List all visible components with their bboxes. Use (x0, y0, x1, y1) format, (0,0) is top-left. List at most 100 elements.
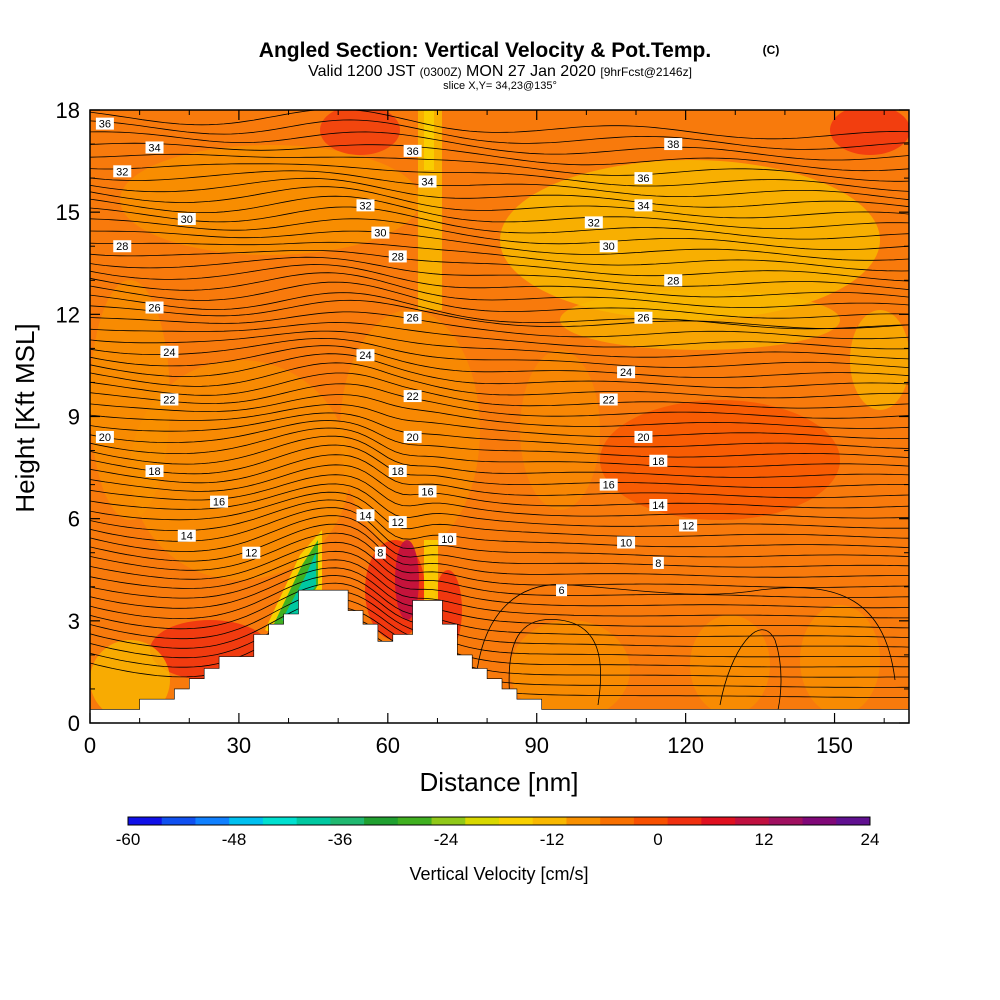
theta-label-bg (371, 226, 390, 239)
theta-label-text: 32 (359, 200, 371, 212)
theta-label-text: 26 (407, 313, 419, 325)
theta-label-text: 16 (213, 497, 225, 509)
theta-label-bg (356, 349, 375, 362)
theta-label: 36 (403, 144, 422, 158)
theta-label-text: 22 (163, 394, 175, 406)
colorbar-tick-label: 12 (755, 830, 774, 849)
theta-label-bg (403, 390, 422, 403)
theta-label-bg (418, 485, 437, 498)
colorbar-swatch (667, 817, 702, 825)
theta-label: 12 (388, 516, 407, 529)
theta-label-text: 30 (181, 214, 193, 226)
isentrope-line (90, 153, 909, 182)
theta-label-bg (649, 454, 668, 467)
theta-label: 28 (664, 274, 683, 287)
theta-label-text: 26 (148, 303, 160, 315)
theta-label-text: 12 (245, 548, 257, 560)
isentrope-line (90, 330, 909, 360)
isentrope-line (90, 311, 909, 340)
theta-label-text: 8 (655, 558, 661, 570)
theta-label: 34 (418, 175, 437, 189)
theta-label: 8 (374, 546, 386, 560)
y-tick-label: 12 (56, 302, 80, 327)
isentrope-line (90, 206, 909, 240)
theta-label: 36 (95, 117, 114, 131)
theta-label: 24 (356, 349, 375, 362)
isentrope-line (90, 454, 909, 499)
isentrope-line (90, 444, 909, 488)
colorbar-swatch (364, 817, 399, 825)
theta-label: 30 (177, 212, 196, 226)
colorbar-swatch (600, 817, 635, 825)
theta-label-text: 34 (148, 142, 160, 154)
theta-label-bg (145, 301, 164, 314)
theta-label-text: 34 (421, 177, 433, 189)
theta-label-bg (649, 499, 668, 512)
isentrope-line (90, 420, 909, 458)
x-tick-label: 60 (376, 733, 400, 758)
theta-label: 28 (388, 250, 407, 263)
theta-label: 18 (388, 464, 407, 478)
isentrope-line (90, 163, 909, 192)
colorbar-swatch (229, 817, 264, 825)
theta-label-text: 22 (603, 394, 615, 406)
theta-label: 24 (617, 366, 636, 379)
theta-label: 22 (403, 390, 422, 403)
theta-label: 16 (599, 478, 618, 492)
theta-label-bg (599, 240, 618, 253)
theta-label-bg (160, 345, 179, 358)
theta-label-text: 10 (620, 538, 632, 550)
theta-label: 26 (403, 311, 422, 325)
isentrope-line (90, 412, 909, 449)
theta-label: 26 (634, 311, 653, 325)
isentrope-line (90, 119, 909, 150)
y-tick-label: 0 (68, 711, 80, 736)
theta-label-bg (679, 519, 698, 532)
theta-label-text: 8 (377, 548, 383, 560)
isentrope-line (90, 559, 909, 619)
colorbar-swatch (431, 817, 466, 825)
colorbar-swatch (262, 817, 298, 825)
y-tick-label: 9 (68, 405, 80, 430)
theta-label-bg (210, 495, 229, 508)
theta-label: 14 (649, 499, 668, 512)
colorbar-swatch (161, 817, 196, 825)
isentrope-line (90, 550, 909, 609)
colorbar-swatch (499, 817, 534, 825)
theta-label-bg (113, 240, 132, 253)
theta-label-text: 6 (558, 585, 564, 597)
colorbar-swatch (195, 817, 230, 825)
theta-label: 24 (160, 345, 179, 359)
theta-label-bg (388, 250, 407, 263)
theta-label-text: 36 (407, 146, 419, 158)
isentrope-line (90, 403, 909, 439)
theta-label: 12 (242, 546, 261, 560)
y-tick-label: 6 (68, 507, 80, 532)
theta-label-text: 12 (392, 517, 404, 529)
terrain-mask (90, 589, 909, 723)
isentrope-line (90, 362, 909, 399)
colorbar-swatch (633, 817, 669, 825)
theta-label-text: 36 (637, 173, 649, 185)
valid-time-line: Valid 1200 JST (0300Z) MON 27 Jan 2020 [… (308, 63, 692, 80)
isentrope-line (90, 230, 909, 261)
theta-label-bg (145, 141, 164, 154)
theta-label: 14 (356, 509, 375, 522)
isentrope-line (90, 532, 909, 588)
isentrope-line (90, 435, 909, 478)
colorbar-tick-label: -60 (116, 830, 141, 849)
plot-area: 3634323028262422201816141236343230282624… (90, 110, 909, 723)
colorbar-swatch (296, 817, 331, 825)
isentrope-line (90, 250, 909, 282)
theta-label-text: 34 (637, 200, 649, 212)
theta-label-text: 22 (407, 391, 419, 403)
isentrope-line (90, 567, 909, 629)
theta-label-bg (664, 138, 683, 151)
theta-label-text: 10 (441, 534, 453, 546)
theta-label: 34 (634, 199, 653, 212)
x-tick-label: 150 (816, 733, 853, 758)
theta-label: 10 (617, 536, 636, 550)
theta-label-text: 32 (116, 166, 128, 178)
colorbar-swatch (802, 817, 837, 825)
theta-label-text: 14 (652, 500, 664, 512)
